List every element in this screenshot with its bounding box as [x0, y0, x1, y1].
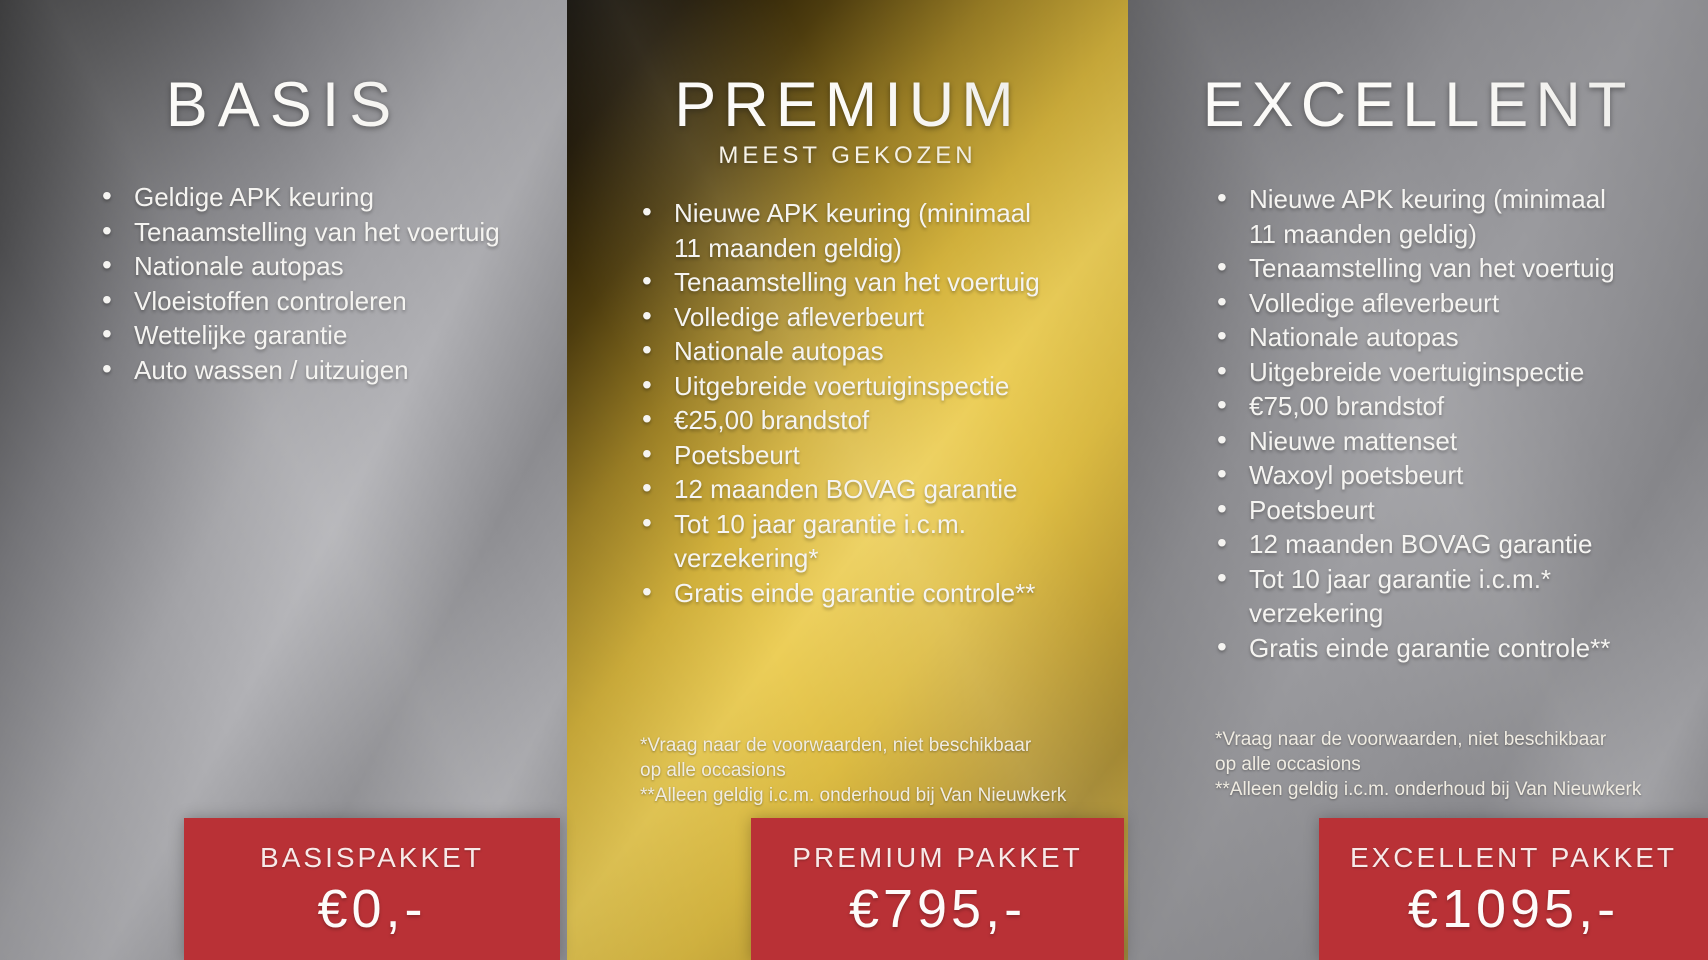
list-item: Tot 10 jaar garantie i.c.m. verzekering* — [640, 506, 1122, 576]
list-item: Tenaamstelling van het voertuig — [640, 264, 1122, 300]
premium-banner-price: €795,- — [848, 879, 1027, 939]
premium-banner-label: PREMIUM PAKKET — [792, 842, 1083, 873]
list-item: Waxoyl poetsbeurt — [1215, 457, 1702, 493]
premium-feature-list: Nieuwe APK keuring (minimaal 11 maanden … — [567, 195, 1128, 611]
list-item: €75,00 brandstof — [1215, 388, 1702, 424]
premium-footnotes: *Vraag naar de voorwaarden, niet beschik… — [640, 733, 1066, 808]
list-item: Tot 10 jaar garantie i.c.m.* verzekering — [1215, 561, 1702, 631]
list-item: Volledige afleverbeurt — [1215, 285, 1702, 321]
excellent-title: EXCELLENT — [1202, 70, 1634, 140]
list-item: 12 maanden BOVAG garantie — [640, 471, 1122, 507]
basis-title: BASIS — [165, 70, 402, 140]
list-item: Tenaamstelling van het voertuig — [1215, 250, 1702, 286]
excellent-feature-list: Nieuwe APK keuring (minimaal 11 maanden … — [1128, 181, 1708, 666]
premium-title: PREMIUM — [674, 70, 1021, 140]
list-item: Poetsbeurt — [640, 437, 1122, 473]
list-item: Nationale autopas — [100, 248, 547, 284]
list-item: Nieuwe APK keuring (minimaal 11 maanden … — [640, 195, 1122, 265]
premium-subtitle: MEEST GEKOZEN — [718, 142, 977, 169]
list-item: Tenaamstelling van het voertuig — [100, 214, 547, 250]
price-banner-basis: BASISPAKKET €0,- — [184, 818, 560, 960]
list-item: Nieuwe APK keuring (minimaal 11 maanden … — [1215, 181, 1702, 251]
footnote: *Vraag naar de voorwaarden, niet beschik… — [640, 735, 1032, 781]
basis-banner-label: BASISPAKKET — [260, 842, 484, 873]
list-item: Volledige afleverbeurt — [640, 299, 1122, 335]
excellent-banner-label: EXCELLENT PAKKET — [1349, 842, 1678, 873]
list-item: 12 maanden BOVAG garantie — [1215, 526, 1702, 562]
list-item: Uitgebreide voertuiginspectie — [640, 368, 1122, 404]
list-item: Wettelijke garantie — [100, 317, 547, 353]
list-item: €25,00 brandstof — [640, 402, 1122, 438]
panel-premium: PREMIUM MEEST GEKOZEN Nieuwe APK keuring… — [567, 0, 1128, 960]
list-item: Nieuwe mattenset — [1215, 423, 1702, 459]
footnote: **Alleen geldig i.c.m. onderhoud bij Van… — [640, 785, 1067, 806]
list-item: Nationale autopas — [1215, 319, 1702, 355]
list-item: Auto wassen / uitzuigen — [100, 352, 547, 388]
price-banner-premium: PREMIUM PAKKET €795,- — [751, 818, 1124, 960]
panel-basis: BASIS Geldige APK keuringTenaamstelling … — [0, 0, 567, 960]
list-item: Nationale autopas — [640, 333, 1122, 369]
list-item: Gratis einde garantie controle** — [640, 575, 1122, 611]
footnote: **Alleen geldig i.c.m. onderhoud bij Van… — [1215, 779, 1642, 800]
list-item: Gratis einde garantie controle** — [1215, 630, 1702, 666]
panel-excellent: EXCELLENT Nieuwe APK keuring (minimaal 1… — [1128, 0, 1708, 960]
footnote: *Vraag naar de voorwaarden, niet beschik… — [1215, 729, 1607, 775]
list-item: Geldige APK keuring — [100, 179, 547, 215]
excellent-banner-price: €1095,- — [1407, 879, 1620, 939]
excellent-footnotes: *Vraag naar de voorwaarden, niet beschik… — [1215, 727, 1641, 802]
basis-banner-price: €0,- — [317, 879, 427, 939]
list-item: Vloeistoffen controleren — [100, 283, 547, 319]
price-banner-excellent: EXCELLENT PAKKET €1095,- — [1319, 818, 1708, 960]
basis-feature-list: Geldige APK keuringTenaamstelling van he… — [0, 179, 567, 388]
list-item: Uitgebreide voertuiginspectie — [1215, 354, 1702, 390]
list-item: Poetsbeurt — [1215, 492, 1702, 528]
